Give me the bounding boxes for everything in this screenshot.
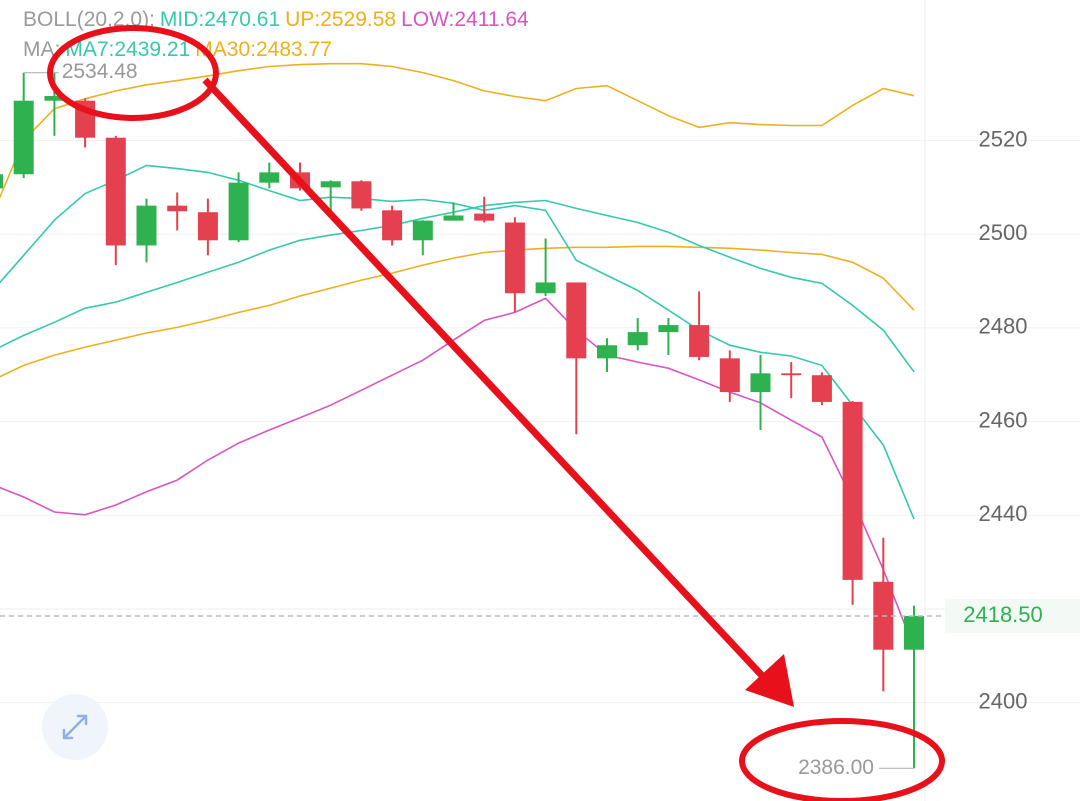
candle-body xyxy=(904,615,924,650)
candle-body xyxy=(197,212,218,241)
labels: 24002420244024602480250025202534.482386.… xyxy=(0,60,1080,779)
legend-item: MID:2470.61 xyxy=(160,8,280,31)
legend-item: MA30:2483.77 xyxy=(195,38,332,61)
candles xyxy=(0,72,924,769)
indicator-line xyxy=(0,62,915,199)
candle-body xyxy=(44,96,65,101)
candle-body xyxy=(13,100,34,175)
candle-body xyxy=(443,215,464,221)
annotation xyxy=(47,25,945,801)
y-tick-label: 2440 xyxy=(979,501,1028,526)
candle-body xyxy=(382,210,403,241)
y-tick-label: 2500 xyxy=(979,220,1028,245)
legend: BOLL(20,2.0): MID:2470.61 UP:2529.58 LOW:24… xyxy=(23,8,529,61)
last-price-box xyxy=(945,598,1080,633)
candle-body xyxy=(0,174,3,189)
candle-body xyxy=(320,181,341,188)
candle-body xyxy=(781,373,802,376)
expand-button[interactable] xyxy=(42,694,108,760)
legend-item: MA7:2439.21 xyxy=(65,38,190,61)
candle-body xyxy=(566,282,587,359)
candle-body xyxy=(167,205,188,212)
indicator-lines xyxy=(0,62,915,649)
candle-body xyxy=(627,332,648,346)
grid xyxy=(0,140,1080,704)
last-price-label: 2418.50 xyxy=(963,602,1043,627)
candle-body xyxy=(105,137,126,246)
y-tick-label: 2460 xyxy=(979,407,1028,432)
y-tick-label: 2480 xyxy=(979,314,1028,339)
candle-body xyxy=(136,205,157,246)
indicator-line xyxy=(0,245,915,378)
candle-body xyxy=(689,325,710,357)
y-tick-label: 2400 xyxy=(979,688,1028,713)
candle-body xyxy=(535,282,556,294)
min-marker-label: 2386.00 xyxy=(798,756,874,779)
candle-body xyxy=(842,401,863,580)
legend-row: MA: MA7:2439.21 MA30:2483.77 xyxy=(23,38,332,61)
legend-item: BOLL(20,2.0): xyxy=(23,8,155,31)
candle-body xyxy=(658,325,679,333)
candle-body xyxy=(259,172,280,183)
candle-body xyxy=(412,220,433,241)
candle-body xyxy=(474,213,495,221)
candle-body xyxy=(750,373,771,393)
candle-body xyxy=(504,222,525,294)
y-tick-label: 2520 xyxy=(979,126,1028,151)
legend-item: MA: xyxy=(23,38,60,61)
max-marker-label: 2534.48 xyxy=(62,60,138,83)
legend-row: BOLL(20,2.0): MID:2470.61 UP:2529.58 LOW:24… xyxy=(23,8,529,31)
legend-item: UP:2529.58 xyxy=(285,8,396,31)
candle-body xyxy=(811,375,832,402)
candle-body xyxy=(228,182,249,241)
candle-body xyxy=(719,358,740,393)
candle-body xyxy=(597,345,617,359)
legend-item: LOW:2411.64 xyxy=(401,8,529,31)
candle-body xyxy=(351,181,372,209)
